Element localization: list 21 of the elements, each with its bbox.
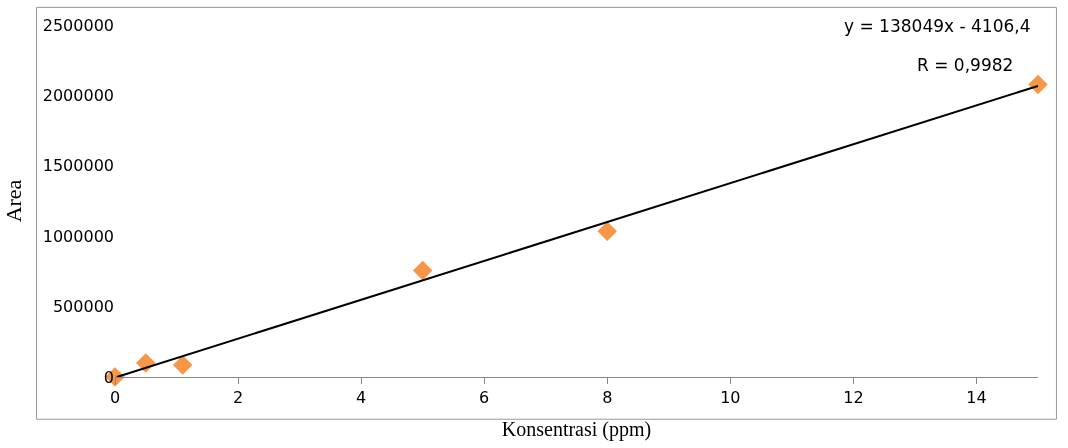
- y-tick-label: 0: [103, 367, 114, 387]
- x-tick-label: 12: [843, 388, 864, 408]
- x-tick-label: 8: [602, 388, 613, 408]
- x-tick-label: 14: [966, 388, 987, 408]
- y-tick-label: 2000000: [42, 86, 114, 105]
- y-tick-label: 2500000: [42, 15, 114, 35]
- x-tick-label: 10: [720, 388, 741, 408]
- x-tick-label: 4: [356, 388, 367, 408]
- annotation: y = 138049x - 4106,4: [844, 16, 1031, 36]
- x-tick-label: 2: [232, 388, 244, 408]
- x-tick-label: 6: [479, 388, 490, 408]
- y-tick-label: 500000: [52, 297, 114, 317]
- point: [597, 221, 618, 242]
- y-tick-label: 1000000: [42, 226, 114, 246]
- point: [1028, 74, 1048, 95]
- x-axis-title: Konsentrasi (ppm): [501, 417, 652, 441]
- point: [172, 355, 193, 375]
- annotation: R = 0,9982: [917, 55, 1014, 75]
- point: [412, 260, 433, 281]
- y-axis-title: Area: [0, 179, 26, 223]
- y-tick-label: 1500000: [42, 156, 114, 176]
